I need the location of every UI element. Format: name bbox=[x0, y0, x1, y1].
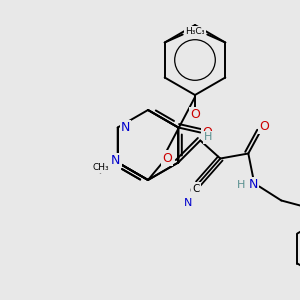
Text: C: C bbox=[193, 184, 200, 194]
Text: O: O bbox=[190, 109, 200, 122]
Text: H: H bbox=[237, 179, 245, 190]
Text: CH₃: CH₃ bbox=[92, 163, 109, 172]
Text: C: C bbox=[189, 187, 197, 196]
Text: N: N bbox=[249, 178, 258, 191]
Text: O: O bbox=[202, 126, 212, 139]
Text: N: N bbox=[121, 121, 130, 134]
Text: O: O bbox=[260, 120, 269, 133]
Text: H₃C: H₃C bbox=[185, 27, 201, 36]
Text: O: O bbox=[162, 152, 172, 164]
Text: N: N bbox=[111, 154, 120, 167]
Text: H: H bbox=[204, 133, 212, 142]
Text: CH₃: CH₃ bbox=[189, 27, 205, 36]
Text: N: N bbox=[184, 199, 193, 208]
